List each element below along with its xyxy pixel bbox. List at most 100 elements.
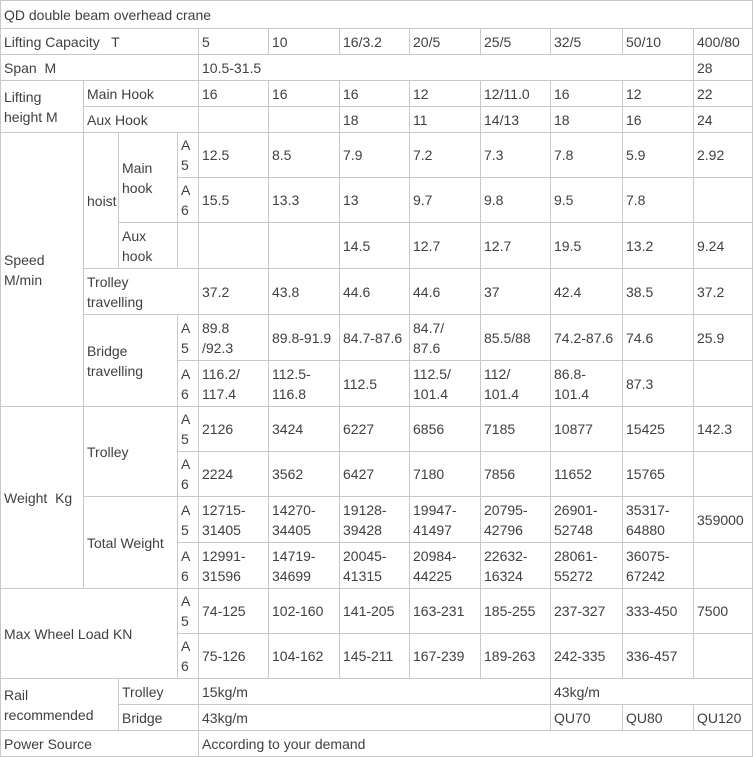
- value-cell: 145-211: [339, 633, 410, 679]
- value-cell: 12991- 31596: [198, 542, 269, 589]
- capacity-row: Lifting Capacity T 5 10 16/3.2 20/5 25/5…: [0, 28, 753, 55]
- value-cell: 14.5: [339, 222, 410, 269]
- power-source-row: Power Source According to your demand: [0, 730, 753, 757]
- value-cell: 10: [268, 28, 340, 55]
- value-cell: 7180: [409, 451, 481, 497]
- class-a5-cell: A5: [177, 588, 199, 634]
- value-cell: 24: [692, 106, 753, 133]
- value-cell: 7.9: [339, 132, 410, 178]
- class-a6-cell: A6: [177, 451, 199, 497]
- value-cell: 7.3: [480, 132, 551, 178]
- value-cell: 74.2-87.6: [550, 314, 623, 361]
- value-cell: 20795- 42796: [480, 496, 551, 543]
- value-cell: 9.5: [550, 177, 623, 223]
- value-cell: 185-255: [480, 588, 551, 634]
- value-cell: 12.5: [198, 132, 269, 178]
- class-a5-cell: A5: [177, 406, 199, 452]
- value-cell: 85.5/88: [480, 314, 551, 361]
- value-cell: 42.4: [550, 268, 623, 315]
- speed-bridge-a5-row: Bridge travelling A5 89.8 /92.3 89.8-91.…: [1, 314, 753, 407]
- value-cell: 22: [692, 80, 753, 107]
- hoist-main-hook-label: Main hook: [118, 132, 178, 223]
- value-cell: 84.7-87.6: [339, 314, 410, 361]
- value-cell: 237-327: [550, 588, 623, 634]
- rail-label: Rail recommended: [0, 678, 119, 731]
- max-wheel-load-label: Max Wheel Load KN: [0, 588, 178, 679]
- value-cell: 18: [339, 106, 410, 133]
- value-cell: 89.8-91.9: [268, 314, 340, 361]
- value-cell: 6856: [409, 406, 481, 452]
- capacity-label: Lifting Capacity T: [0, 28, 199, 55]
- title-row: QD double beam overhead crane: [0, 0, 753, 29]
- value-cell: 141-205: [339, 588, 410, 634]
- value-cell: 74-125: [198, 588, 269, 634]
- value-cell: 102-160: [268, 588, 340, 634]
- value-cell: QU80: [622, 704, 694, 731]
- class-a6-cell: A6: [177, 177, 199, 223]
- lifting-height-aux-row: Aux Hook 18 11 14/13 18 16 24: [1, 106, 753, 133]
- value-cell: 116.2/ 117.4: [198, 360, 269, 407]
- value-cell: 35317- 64880: [622, 496, 694, 543]
- value-cell: [692, 633, 753, 679]
- weight-trolley-a5-row: Weight Kg Trolley A5 2126 3424 6227 6856…: [0, 406, 753, 589]
- value-cell: 15765: [622, 451, 694, 497]
- hoist-aux-hook-label: Aux hook: [118, 222, 178, 269]
- value-cell: 16: [268, 80, 340, 107]
- value-cell: 14270- 34405: [268, 496, 340, 543]
- class-a6-cell: A6: [177, 360, 199, 407]
- value-cell: [198, 106, 269, 133]
- value-cell: 359000: [692, 496, 753, 543]
- value-cell: 9.7: [409, 177, 481, 223]
- value-cell: 89.8 /92.3: [198, 314, 269, 361]
- value-cell: 28: [692, 54, 753, 81]
- span-row: Span M 10.5-31.5 28: [0, 54, 753, 81]
- value-cell: 20045- 41315: [339, 542, 410, 589]
- value-cell: 7.2: [409, 132, 481, 178]
- value-cell: 84.7/ 87.6: [409, 314, 481, 361]
- value-cell: 12.7: [409, 222, 481, 269]
- value-cell: 7856: [480, 451, 551, 497]
- value-cell: 112.5/ 101.4: [409, 360, 481, 407]
- value-cell: 8.5: [268, 132, 340, 178]
- speed-label: Speed M/min: [0, 132, 84, 407]
- value-cell: 2224: [198, 451, 269, 497]
- value-cell: 15.5: [198, 177, 269, 223]
- value-cell: 400/80: [692, 28, 753, 55]
- value-cell: [268, 106, 340, 133]
- value-cell: 12: [622, 80, 694, 107]
- value-cell: 50/10: [622, 28, 694, 55]
- value-cell: 163-231: [409, 588, 481, 634]
- weight-label: Weight Kg: [0, 406, 84, 589]
- weight-total-a5-row: Total Weight A5 12715- 31405 14270- 3440…: [1, 496, 753, 589]
- weight-trolley-a6-row: A6 2224 3562 6427 7180 7856 11652 15765: [1, 451, 753, 497]
- value-cell: 16: [622, 106, 694, 133]
- value-cell: 333-450: [622, 588, 694, 634]
- value-cell: 32/5: [550, 28, 623, 55]
- value-cell: 12/11.0: [480, 80, 551, 107]
- value-cell: 28061- 55272: [550, 542, 623, 589]
- value-cell: 3562: [268, 451, 340, 497]
- value-cell: 87.3: [622, 360, 694, 407]
- value-cell: [692, 542, 753, 589]
- bridge-travelling-label: Bridge travelling: [83, 314, 178, 407]
- value-cell: 74.6: [622, 314, 694, 361]
- value-cell: 16/3.2: [339, 28, 410, 55]
- value-cell: [692, 360, 753, 407]
- value-cell: 7.8: [550, 132, 623, 178]
- rail-trolley-large-cell: 43kg/m: [549, 678, 753, 705]
- class-a6-cell: A6: [177, 633, 199, 679]
- rail-bridge-label: Bridge: [118, 704, 199, 731]
- value-cell: 26901- 52748: [550, 496, 623, 543]
- max-wheel-a5-row: Max Wheel Load KN A5 74-125 102-160 141-…: [0, 588, 753, 679]
- value-cell: 44.6: [339, 268, 410, 315]
- value-cell: 13.2: [622, 222, 694, 269]
- speed-hoist-main-a5-row: Speed M/min hoist Main hook A5 12.5 8.5 …: [0, 132, 753, 407]
- value-cell: 38.5: [622, 268, 694, 315]
- value-cell: 5: [198, 28, 269, 55]
- speed-hoist-aux-row: Aux hook 14.5 12.7 12.7 19.5 13.2 9.24: [1, 222, 753, 269]
- value-cell: 112.5- 116.8: [268, 360, 340, 407]
- value-cell: 2.92: [692, 132, 753, 178]
- value-cell: 13.3: [268, 177, 340, 223]
- value-cell: 37: [480, 268, 551, 315]
